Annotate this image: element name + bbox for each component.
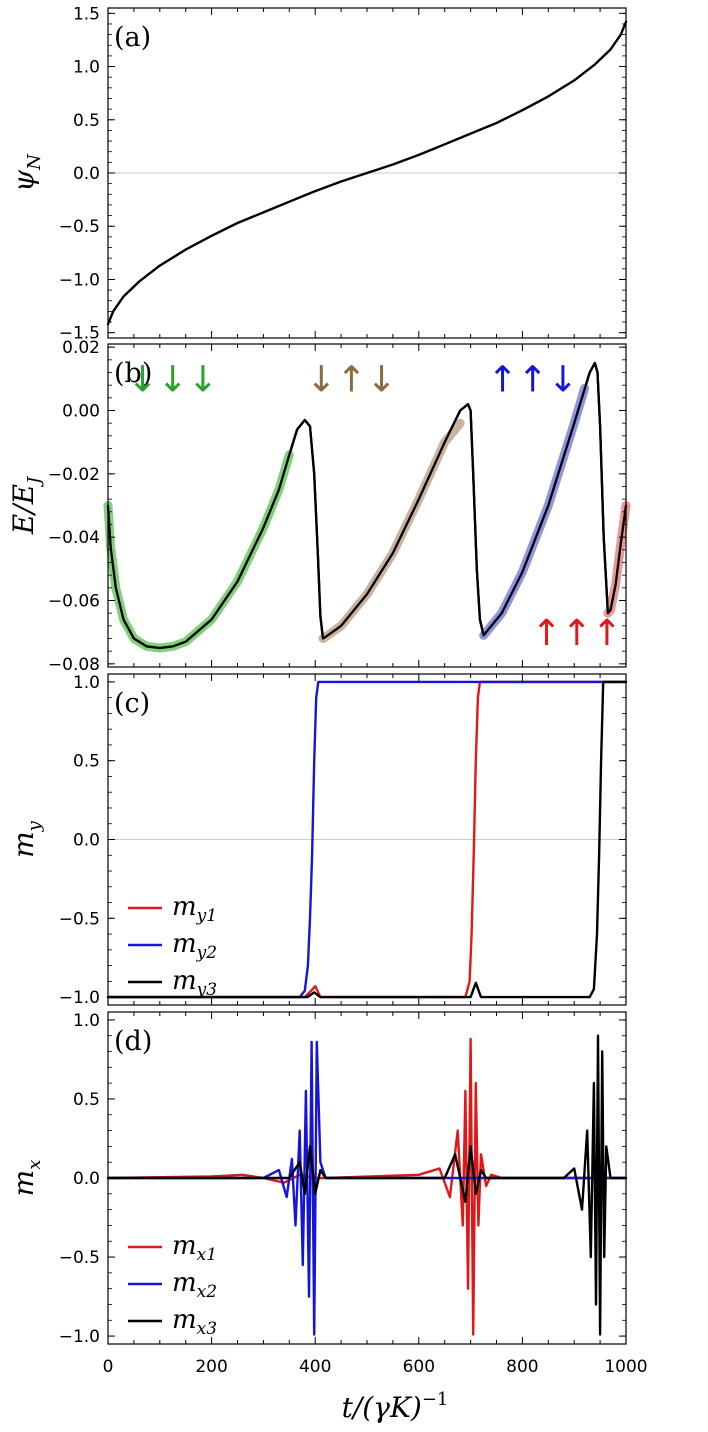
legend-label: mx1 [172, 1231, 217, 1265]
y-tick-label: −0.5 [59, 1248, 100, 1268]
y-axis-label-sub: N [24, 153, 45, 171]
y-tick-label: 0.5 [73, 752, 100, 772]
panel-label: (a) [114, 22, 151, 53]
x-tick-label: 0 [103, 1357, 114, 1377]
legend-label-main: m [172, 1268, 197, 1298]
legend-label: mx2 [172, 1268, 217, 1302]
y-tick-label: −1.0 [59, 1327, 100, 1347]
legend-label-main: m [172, 1231, 197, 1261]
y-tick-label: 0.0 [73, 1169, 100, 1189]
x-tick-label: 1000 [604, 1357, 647, 1377]
panel-b: −0.08 −0.06 −0.04 −0.02 0.00 0.02 (b) E/EJ ↓↓↓ ↓↑… [7, 338, 631, 675]
y-axis-label: E/EJ [7, 475, 45, 535]
series-line-a-0 [106, 20, 628, 326]
legend-label-sub: x3 [197, 1319, 217, 1339]
y-tick-label: 0.0 [73, 164, 100, 184]
legend-label-main: m [172, 966, 197, 996]
y-tick-label: 0.5 [73, 1090, 100, 1110]
y-tick-label: −0.02 [48, 465, 100, 485]
legend-label-sub: x2 [197, 1282, 217, 1302]
x-tick-label: 800 [506, 1357, 538, 1377]
x-tick-label: 200 [195, 1357, 227, 1377]
legend-label-sub: y3 [196, 980, 217, 1000]
legend-label-main: m [172, 892, 197, 922]
panel-label: (c) [114, 688, 150, 719]
series-line-c-2 [106, 680, 628, 999]
series-line-d-2 [106, 1034, 628, 1336]
y-tick-label: 0.0 [73, 831, 100, 851]
x-axis-label-main: t/(γK) [342, 1391, 422, 1424]
y-tick-label: 1.5 [73, 4, 100, 24]
y-axis-label: ψN [7, 153, 45, 192]
series-line-d-1 [106, 1040, 628, 1336]
y-tick-label: 0.00 [62, 402, 100, 422]
y-axis-label-sub: x [24, 1160, 45, 1170]
panel-label: (d) [114, 1026, 152, 1057]
series-line-b-3 [479, 383, 590, 640]
x-axis-label-sup: −1 [422, 1389, 449, 1410]
legend-label-sub: y1 [196, 906, 217, 926]
series-line-b-energy-top [106, 361, 628, 650]
legend-label: my3 [172, 966, 217, 1000]
y-tick-label: 0.5 [73, 111, 100, 131]
y-tick-label: 1.0 [73, 58, 100, 78]
panel-a: −1.5 −1.0 −0.5 0.0 0.5 1.0 1.5 (a) ψN [7, 4, 628, 344]
y-axis-label-main: m [7, 1170, 40, 1197]
y-tick-label: 1.0 [73, 673, 100, 693]
y-tick-label: 1.0 [73, 1011, 100, 1031]
y-tick-label: −0.5 [59, 909, 100, 929]
y-axis-label-main: ψ [7, 169, 40, 192]
legend-label: mx3 [172, 1305, 217, 1339]
legend-label-sub: x1 [197, 1245, 217, 1265]
y-axis-label: mx [7, 1160, 45, 1197]
y-axis-label: my [7, 820, 45, 858]
series-line-b-1 [103, 450, 294, 653]
spin-config-label: ↑↑↑ [532, 613, 623, 654]
spin-config-label: ↑↑↓ [488, 360, 579, 401]
y-tick-label: −0.5 [59, 217, 100, 237]
legend-label: my1 [172, 892, 217, 926]
y-tick-label: −0.06 [48, 592, 100, 612]
legend-label-main: m [172, 929, 197, 959]
y-tick-label: −0.04 [48, 528, 100, 548]
y-axis-label-sub: J [24, 475, 45, 488]
y-tick-label: −1.5 [59, 324, 100, 344]
y-axis-label-sub: y [24, 820, 45, 832]
series-line-c-0 [106, 680, 628, 999]
x-axis-label: t/(γK)−1 [342, 1389, 449, 1424]
y-tick-label: −0.08 [48, 655, 100, 675]
spin-config-label: ↓↑↓ [306, 360, 397, 401]
legend-label-sub: y2 [196, 943, 217, 963]
y-tick-label: 0.02 [62, 338, 100, 358]
series-line-c-1 [106, 680, 628, 999]
y-tick-label: −1.0 [59, 988, 100, 1008]
panels: −1.5−1.0−0.50.00.51.01.5(a)ψN−0.08−0.06−… [7, 4, 648, 1377]
y-axis-label-main: m [7, 831, 40, 858]
y-axis-label-main: E/E [7, 484, 40, 535]
x-tick-label: 600 [403, 1357, 435, 1377]
legend-label: my2 [172, 929, 217, 963]
legend-label-main: m [172, 1305, 197, 1335]
spin-config-label: ↓↓↓ [128, 360, 219, 401]
y-tick-label: −1.0 [59, 270, 100, 290]
x-tick-label: 400 [299, 1357, 331, 1377]
panel-label: (b) [114, 358, 152, 389]
